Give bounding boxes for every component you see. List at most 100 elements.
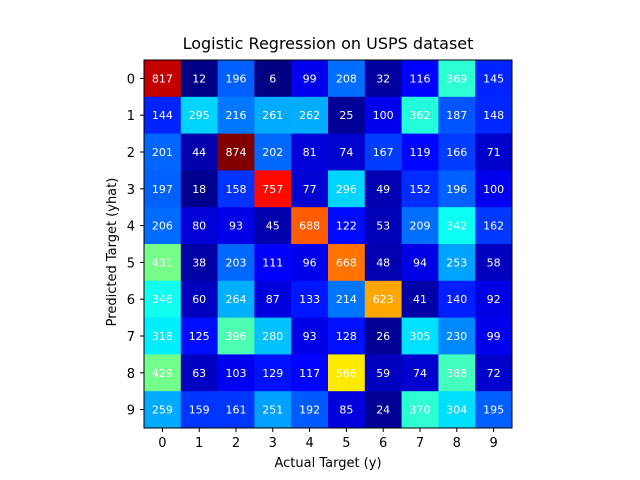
heatmap-cell <box>144 244 182 282</box>
heatmap-cell <box>217 133 255 171</box>
cell-value-label: 48 <box>376 256 390 269</box>
cell-value-label: 623 <box>373 293 394 306</box>
cell-value-label: 251 <box>262 404 283 417</box>
cell-value-label: 81 <box>303 146 317 159</box>
heatmap-cell <box>328 60 366 98</box>
heatmap-cell <box>254 96 292 135</box>
heatmap-cell <box>328 391 366 429</box>
x-tick-label: 8 <box>453 436 461 451</box>
x-axis-title: Actual Target (y) <box>274 456 381 471</box>
heatmap-cell <box>438 207 476 245</box>
heatmap-cell <box>180 170 219 208</box>
cell-value-label: 161 <box>226 404 247 417</box>
cell-value-label: 202 <box>262 146 283 159</box>
cell-value-label: 77 <box>303 183 317 196</box>
cell-value-label: 874 <box>226 146 247 159</box>
cell-value-label: 38 <box>192 256 206 269</box>
cell-value-label: 144 <box>152 109 173 122</box>
cell-value-label: 32 <box>376 72 390 85</box>
cell-value-label: 145 <box>483 72 504 85</box>
cell-value-label: 158 <box>226 183 247 196</box>
heatmap-cell <box>328 280 366 319</box>
cell-value-label: 59 <box>376 367 390 380</box>
heatmap-cell <box>438 354 476 392</box>
heatmap-cell <box>180 96 219 135</box>
cell-value-label: 296 <box>336 183 357 196</box>
heatmap-cell <box>217 207 255 245</box>
cell-value-label: 253 <box>446 256 467 269</box>
cell-value-label: 111 <box>262 256 283 269</box>
cell-value-label: 71 <box>487 146 501 159</box>
cell-value-label: 295 <box>189 109 210 122</box>
y-axis-ticks: 0 1 2 3 4 5 6 7 8 9 <box>127 72 144 419</box>
cell-value-label: 162 <box>483 220 504 233</box>
cell-value-label: 197 <box>152 183 173 196</box>
cell-value-label: 18 <box>192 183 206 196</box>
cell-value-label: 94 <box>413 256 427 269</box>
heatmap-cell <box>291 96 329 135</box>
heatmap-cell <box>438 60 476 98</box>
heatmap-cell <box>180 280 219 319</box>
cell-value-label: 192 <box>299 404 320 417</box>
heatmap-cell <box>144 280 182 319</box>
cell-value-label: 206 <box>152 220 173 233</box>
cell-value-label: 362 <box>410 109 431 122</box>
heatmap-cell <box>144 207 182 245</box>
heatmap-cell <box>144 133 182 171</box>
cell-value-label: 396 <box>226 330 247 343</box>
cell-value-label: 261 <box>262 109 283 122</box>
heatmap-cell <box>254 244 292 282</box>
heatmap-cell <box>438 391 476 429</box>
heatmap-cell <box>217 60 255 98</box>
cell-value-label: 370 <box>410 404 431 417</box>
heatmap-cell <box>401 207 439 245</box>
heatmap-cell <box>364 207 403 245</box>
heatmap-cell <box>328 207 366 245</box>
heatmap-cell <box>364 96 403 135</box>
cell-value-label: 128 <box>336 330 357 343</box>
heatmap-cell <box>364 60 403 98</box>
heatmap-cell <box>364 354 403 392</box>
heatmap-cell <box>217 280 255 319</box>
cell-value-label: 103 <box>226 367 247 380</box>
cell-value-label: 60 <box>192 293 206 306</box>
x-tick-label: 9 <box>489 436 497 451</box>
heatmap-cell <box>217 244 255 282</box>
heatmap-cell <box>401 60 439 98</box>
heatmap-cell <box>291 354 329 392</box>
cell-value-label: 280 <box>262 330 283 343</box>
heatmap-cell <box>401 244 439 282</box>
heatmap-cell <box>291 207 329 245</box>
cell-value-label: 53 <box>376 220 390 233</box>
cell-value-label: 24 <box>376 404 390 417</box>
cell-value-label: 388 <box>446 367 467 380</box>
heatmap-cell <box>401 96 439 135</box>
cell-value-label: 262 <box>299 109 320 122</box>
heatmap-cell <box>328 96 366 135</box>
cell-value-label: 58 <box>487 256 501 269</box>
cell-value-label: 119 <box>410 146 431 159</box>
heatmap-cell <box>144 170 182 208</box>
y-tick-label: 6 <box>127 293 135 308</box>
y-tick-label: 4 <box>127 220 135 235</box>
cell-value-label: 208 <box>336 72 357 85</box>
heatmap-cell <box>475 244 513 282</box>
heatmap-cell <box>438 244 476 282</box>
heatmap-cell <box>217 354 255 392</box>
heatmap-cell <box>254 207 292 245</box>
y-tick-label: 1 <box>127 109 135 124</box>
cell-value-label: 116 <box>410 72 431 85</box>
heatmap-cell <box>217 391 255 429</box>
cell-value-label: 74 <box>413 367 427 380</box>
cell-value-label: 63 <box>192 367 206 380</box>
y-tick-label: 8 <box>127 367 135 382</box>
heatmap-cell <box>401 133 439 171</box>
cell-value-label: 140 <box>446 293 467 306</box>
x-tick-label: 4 <box>305 436 313 451</box>
heatmap-cell <box>438 170 476 208</box>
heatmap-cell <box>180 354 219 392</box>
cell-value-label: 25 <box>339 109 353 122</box>
cell-value-label: 216 <box>226 109 247 122</box>
cell-value-label: 167 <box>373 146 394 159</box>
